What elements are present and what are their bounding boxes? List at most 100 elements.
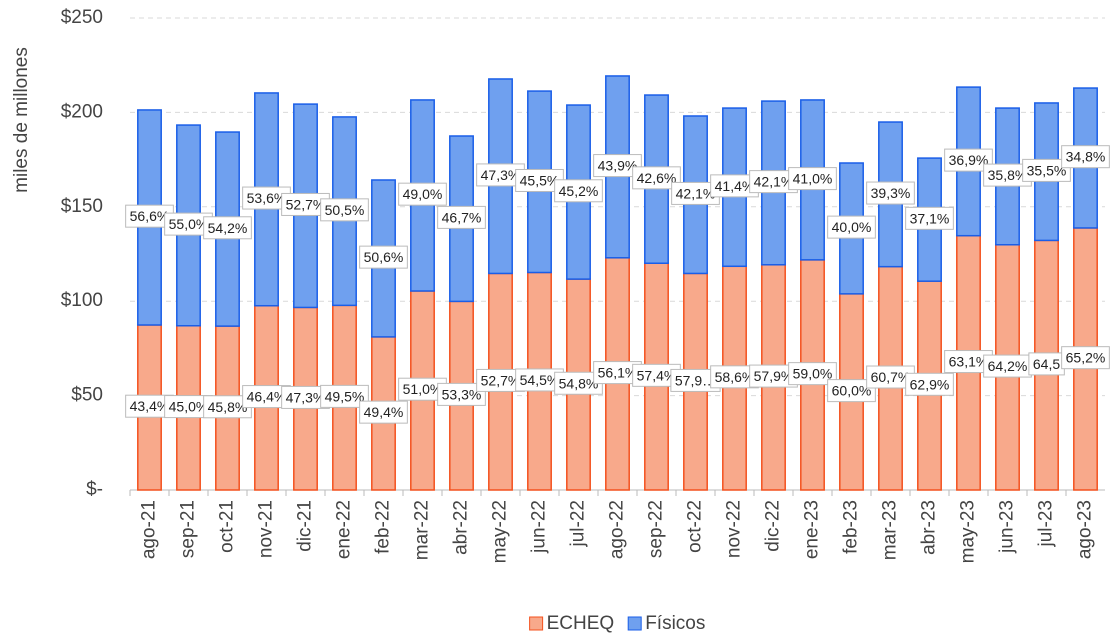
data-label: 62,9% — [910, 376, 950, 392]
data-label-box — [866, 181, 915, 205]
x-tick-label: oct-22 — [685, 500, 706, 553]
data-label: 47,3% — [481, 167, 521, 183]
y-tick-label: $150 — [61, 196, 103, 217]
x-tick-label: mar-22 — [412, 500, 433, 560]
data-label: 49,4% — [364, 404, 404, 420]
data-label-box — [437, 205, 486, 229]
data-label: 43,9% — [598, 158, 638, 174]
x-tick-label: jul-23 — [1036, 500, 1057, 547]
data-label: 45,5% — [520, 172, 560, 188]
data-label: 49,5% — [325, 388, 365, 404]
data-label: 45,0% — [169, 399, 209, 415]
data-label: 41,0% — [793, 171, 833, 187]
data-labels: 43,4% 56,6% 45,0% 55,0% 45,8% 54,2% 46,4% 53,6%… — [125, 145, 1110, 424]
x-tick-label: sep-21 — [178, 500, 199, 558]
data-label: 56,1% — [598, 365, 638, 381]
x-tick-label: dic-21 — [295, 500, 316, 552]
x-tick-label: ago-22 — [607, 500, 628, 559]
legend: ECHEQ Físicos — [529, 613, 705, 634]
x-tick-label: dic-22 — [763, 500, 784, 552]
y-tick-label: $100 — [61, 290, 103, 311]
data-label: 59,0% — [793, 366, 833, 382]
data-label: 40,0% — [832, 219, 872, 235]
data-label: 42,1% — [676, 185, 716, 201]
legend-label: ECHEQ — [547, 613, 615, 634]
x-tick-label: abr-22 — [451, 500, 472, 555]
data-label: 53,6% — [247, 190, 287, 206]
x-tick-label: jun-22 — [529, 500, 550, 554]
x-tick-label: jul-22 — [568, 500, 589, 547]
x-tick-label: abr-23 — [919, 500, 940, 555]
y-axis-title: miles de millones — [11, 47, 32, 193]
data-label-box — [905, 372, 954, 396]
data-label: 42,6% — [637, 170, 677, 186]
data-label: 60,0% — [832, 383, 872, 399]
x-tick-label: feb-22 — [373, 500, 394, 554]
data-label: 55,0% — [169, 216, 209, 232]
x-tick-label: ene-23 — [802, 500, 823, 559]
x-tick-label: oct-21 — [217, 500, 238, 553]
data-label: 64,2% — [988, 358, 1028, 374]
data-label-box — [593, 154, 642, 178]
data-label: 64,5 — [1033, 356, 1060, 372]
data-label: 54,2% — [208, 220, 248, 236]
legend-swatch — [529, 616, 544, 631]
data-label: 36,9% — [949, 152, 989, 168]
legend-swatch — [627, 616, 642, 631]
data-label-box — [1061, 346, 1110, 370]
data-label: 58,6% — [715, 369, 755, 385]
y-tick-label: $50 — [71, 385, 103, 406]
data-label-box — [320, 384, 369, 408]
x-tick-label: jun-23 — [997, 500, 1018, 554]
y-tick-label: $250 — [61, 7, 103, 28]
data-label-box — [905, 206, 954, 230]
data-label-box — [398, 182, 447, 206]
data-label: 57,9… — [675, 372, 716, 388]
data-label: 54,8% — [559, 375, 599, 391]
data-label: 37,1% — [910, 210, 950, 226]
data-label: 42,1% — [754, 174, 794, 190]
data-label: 45,8% — [208, 399, 248, 415]
data-label: 34,8% — [1066, 149, 1106, 165]
y-tick-label: $- — [86, 479, 103, 500]
data-label: 50,6% — [364, 249, 404, 265]
x-tick-label: may-22 — [490, 500, 511, 563]
data-label-box — [827, 379, 876, 403]
x-tick-label: sep-22 — [646, 500, 667, 558]
data-label-box — [788, 362, 837, 386]
x-tick-label: feb-23 — [841, 500, 862, 554]
data-label-box — [203, 216, 252, 240]
data-label: 51,0% — [403, 381, 443, 397]
x-tick-label: ene-22 — [334, 500, 355, 559]
data-label: 52,7% — [286, 196, 326, 212]
data-label: 65,2% — [1066, 350, 1106, 366]
data-label-box — [788, 167, 837, 191]
data-label-box — [827, 215, 876, 239]
data-label: 46,7% — [442, 209, 482, 225]
x-tick-label: ago-21 — [139, 500, 160, 559]
data-label-box — [1061, 145, 1110, 169]
data-label: 47,3% — [286, 389, 326, 405]
data-label: 41,4% — [715, 178, 755, 194]
data-label: 39,3% — [871, 185, 911, 201]
x-tick-label: ago-23 — [1075, 500, 1096, 559]
data-label: 56,6% — [130, 208, 170, 224]
x-tick-label: may-23 — [958, 500, 979, 563]
x-tick-label: mar-23 — [880, 500, 901, 560]
data-label: 43,4% — [130, 398, 170, 414]
data-label: 53,3% — [442, 386, 482, 402]
data-label: 57,9% — [754, 368, 794, 384]
legend-label: Físicos — [645, 613, 705, 634]
y-tick-label: $200 — [61, 101, 103, 122]
data-label: 63,1% — [949, 354, 989, 370]
data-label: 45,2% — [559, 183, 599, 199]
data-label: 52,7% — [481, 372, 521, 388]
x-tick-label: nov-21 — [256, 500, 277, 558]
data-label: 35,5% — [1027, 162, 1067, 178]
data-label-box — [554, 179, 603, 203]
data-label: 35,8% — [988, 167, 1028, 183]
data-label: 46,4% — [247, 389, 287, 405]
data-label: 57,4% — [637, 367, 677, 383]
data-label-box — [359, 245, 408, 269]
